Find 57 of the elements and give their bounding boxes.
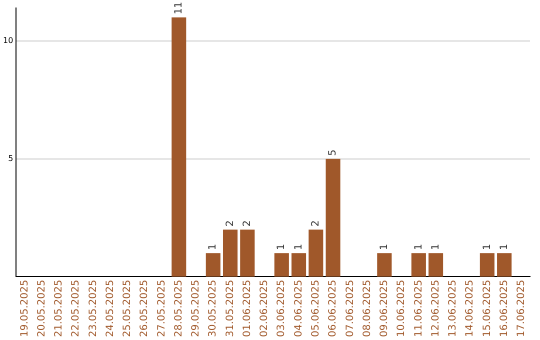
x-tick-label: 19.05.2025: [19, 280, 30, 338]
x-tick-label: 17.06.2025: [516, 280, 528, 338]
data-label: 2: [224, 220, 236, 227]
x-tick-label: 10.06.2025: [396, 280, 408, 338]
bar: [411, 253, 426, 277]
bar: [480, 253, 494, 277]
x-tick-label: 29.05.2025: [190, 280, 202, 338]
x-tick-label: 01.06.2025: [242, 280, 253, 338]
bar: [240, 230, 255, 277]
x-tick-label: 11.06.2025: [413, 280, 424, 338]
bar: [326, 158, 340, 277]
bar: [206, 253, 220, 277]
data-label: 1: [379, 244, 390, 250]
data-label: 1: [498, 244, 510, 250]
x-tick-label: 13.06.2025: [448, 280, 459, 338]
bar: [308, 230, 324, 277]
data-label: 2: [310, 220, 322, 227]
x-tick-label: 14.06.2025: [464, 280, 476, 338]
data-label: 1: [208, 244, 219, 250]
x-tick-label: 20.05.2025: [36, 280, 48, 338]
data-label: 1: [482, 244, 493, 250]
x-tick-label: 09.06.2025: [379, 280, 390, 338]
bar: [222, 230, 238, 277]
data-label: 1: [293, 244, 304, 250]
data-label: 1: [430, 244, 442, 250]
bar: [172, 17, 186, 277]
x-tick-label: 03.06.2025: [276, 280, 288, 338]
x-tick-label: 30.05.2025: [208, 280, 219, 338]
x-tick-label: 26.05.2025: [139, 280, 150, 338]
data-label: 1: [276, 244, 288, 250]
x-tick-label: 21.05.2025: [54, 280, 65, 338]
bar: [497, 253, 512, 277]
x-tick-label: 16.06.2025: [498, 280, 510, 338]
x-tick-label: 04.06.2025: [293, 280, 304, 338]
x-tick-label: 31.05.2025: [224, 280, 236, 338]
bar: [377, 253, 392, 277]
x-tick-label: 07.06.2025: [344, 280, 356, 338]
data-label: 11: [173, 2, 184, 14]
bar: [274, 253, 289, 277]
x-tick-label: 24.05.2025: [104, 280, 116, 338]
bar: [428, 253, 444, 277]
x-tick-label: 15.06.2025: [482, 280, 493, 338]
x-tick-label: 12.06.2025: [430, 280, 442, 338]
x-tick-label: 28.05.2025: [173, 280, 184, 338]
x-tick-label: 05.06.2025: [310, 280, 322, 338]
y-tick-label: 10: [2, 36, 14, 46]
x-tick-label: 22.05.2025: [70, 280, 82, 338]
data-label: 2: [242, 220, 253, 227]
x-tick-label: 02.06.2025: [259, 280, 270, 338]
x-tick-label: 25.05.2025: [122, 280, 134, 338]
data-label: 5: [328, 150, 339, 156]
x-tick-label: 06.06.2025: [328, 280, 339, 338]
bar: [292, 253, 306, 277]
x-tick-label: 27.05.2025: [156, 280, 168, 338]
x-tick-label: 23.05.2025: [88, 280, 99, 338]
data-label: 1: [413, 244, 424, 250]
x-tick-label: 08.06.2025: [362, 280, 373, 338]
